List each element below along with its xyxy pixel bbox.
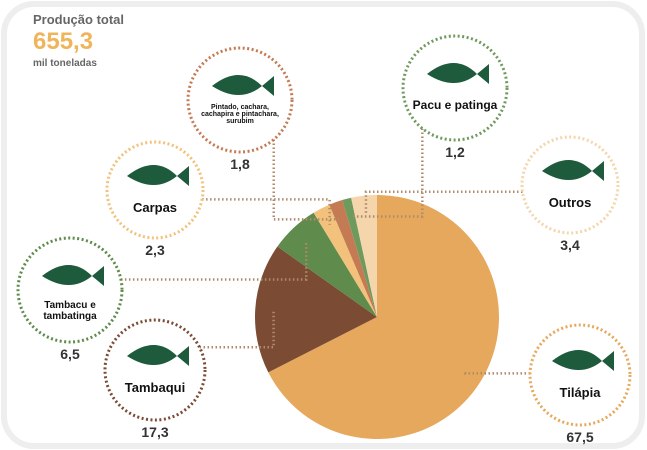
connector bbox=[464, 371, 531, 375]
connector bbox=[199, 309, 275, 349]
connector bbox=[351, 128, 424, 218]
pie-slice bbox=[351, 195, 377, 317]
fish-icon bbox=[127, 165, 189, 186]
callout-circle bbox=[186, 46, 294, 154]
fish-icon bbox=[552, 350, 614, 371]
connector bbox=[120, 241, 308, 281]
connector bbox=[364, 190, 523, 214]
fish-icon bbox=[212, 75, 274, 96]
callout-circle bbox=[401, 34, 509, 142]
total: 655,3 bbox=[33, 28, 94, 55]
pie-slice bbox=[268, 195, 499, 439]
pie-slice bbox=[329, 200, 377, 317]
callout-circle bbox=[520, 135, 620, 235]
pie-slice bbox=[342, 197, 377, 317]
value-label: 6,5 bbox=[60, 346, 80, 362]
value-label: 67,5 bbox=[566, 429, 594, 445]
pie-slice bbox=[313, 204, 377, 317]
category-name: Outros bbox=[548, 195, 592, 210]
category-name: Tambaqui bbox=[124, 380, 186, 395]
category-name: Tilápia bbox=[559, 385, 601, 400]
category-name: Carpas bbox=[132, 200, 178, 215]
pie-slice bbox=[277, 212, 377, 317]
callout-circle bbox=[16, 236, 124, 344]
connector bbox=[202, 198, 331, 225]
title: Produção total bbox=[33, 12, 125, 27]
connector bbox=[272, 139, 342, 221]
fish-icon bbox=[542, 160, 604, 181]
value-label: 3,4 bbox=[560, 237, 580, 253]
pie-slice bbox=[255, 246, 377, 373]
value-label: 2,3 bbox=[145, 242, 165, 258]
callout-circle bbox=[528, 323, 632, 427]
fish-icon bbox=[42, 265, 104, 286]
callout-circle bbox=[103, 318, 207, 422]
fish-icon bbox=[427, 63, 489, 84]
category-name: Pacu e patinga bbox=[412, 98, 498, 112]
category-name: Tambacu e tambatinga bbox=[43, 300, 97, 322]
callout-circle bbox=[105, 140, 205, 240]
total-unit: mil toneladas bbox=[33, 58, 97, 69]
value-label: 1,2 bbox=[445, 144, 465, 160]
value-label: 1,8 bbox=[230, 156, 250, 172]
value-label: 17,3 bbox=[141, 424, 169, 440]
fish-icon bbox=[127, 345, 189, 366]
category-name: Pintado, cachara, cachapira e pintachara… bbox=[201, 104, 279, 125]
